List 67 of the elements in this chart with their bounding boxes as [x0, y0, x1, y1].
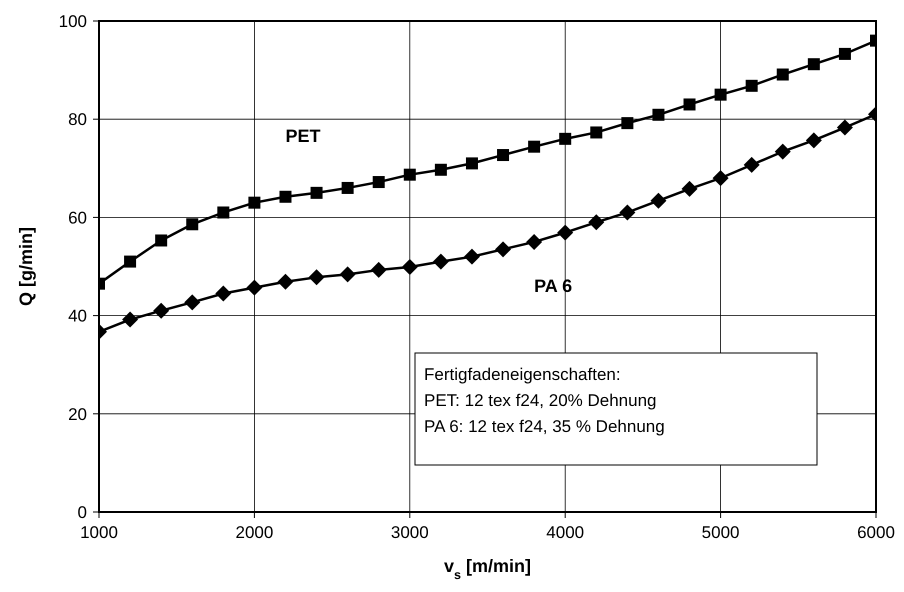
point — [184, 294, 200, 310]
point — [774, 144, 791, 160]
text-box: Fertigfadeneigenschaften: PET: 12 tex f24, 20% Dehnung PA 6: 12 tex f24, 35 % Dehnung — [414, 352, 818, 466]
point — [464, 248, 480, 265]
text: PET — [285, 126, 320, 146]
point — [621, 117, 634, 130]
point — [497, 149, 510, 162]
annotation: Fertigfadeneigenschaften: — [424, 365, 621, 384]
point — [684, 98, 696, 110]
point — [495, 241, 512, 258]
point — [712, 170, 729, 186]
y-tick-label: 40 — [68, 306, 87, 326]
point — [402, 258, 418, 275]
point — [215, 286, 232, 302]
point — [434, 164, 447, 176]
point — [588, 214, 604, 230]
point — [277, 274, 294, 290]
point — [308, 269, 325, 286]
point — [528, 140, 540, 153]
point — [248, 196, 260, 209]
point — [372, 176, 385, 188]
point — [808, 58, 820, 70]
y-tick-label: 100 — [58, 12, 87, 32]
y-tick-label: 80 — [68, 110, 87, 130]
x-tick-label: 5000 — [702, 523, 740, 542]
point — [526, 234, 542, 250]
point — [836, 120, 853, 136]
point — [806, 132, 822, 148]
y-tick-label: 60 — [68, 208, 87, 228]
y-tick-label: 0 — [78, 503, 87, 522]
x-tick-label: 4000 — [546, 523, 584, 542]
point — [432, 254, 449, 270]
point — [466, 157, 478, 170]
point — [153, 302, 170, 319]
point — [619, 204, 636, 220]
x-axis-title: v$_{s}$ [m/min] — [444, 556, 532, 582]
point — [744, 156, 760, 173]
point — [746, 80, 758, 92]
point — [155, 234, 168, 246]
y-tick-label: 20 — [68, 404, 87, 424]
annotation: PET: 12 tex f24, 20% Dehnung — [424, 391, 656, 410]
point — [590, 126, 602, 138]
point — [370, 262, 387, 278]
point — [776, 68, 789, 81]
x-tick-label: 1000 — [80, 523, 118, 542]
point — [557, 224, 574, 241]
point — [838, 48, 851, 60]
point — [186, 218, 198, 230]
point — [124, 256, 136, 268]
point — [714, 88, 727, 101]
annotation: PA 6: 12 tex f24, 35 % Dehnung — [424, 417, 665, 436]
point — [310, 186, 323, 199]
point — [342, 182, 354, 194]
x-tick-label: 2000 — [235, 523, 274, 542]
y-axis-title: Q [g/min] — [16, 227, 36, 306]
x-tick-label: 3000 — [390, 523, 429, 542]
point — [404, 168, 416, 181]
point — [650, 192, 666, 209]
point — [217, 206, 230, 218]
point — [246, 280, 262, 296]
point — [652, 108, 664, 121]
point — [279, 190, 292, 203]
point — [340, 266, 356, 282]
point — [559, 132, 572, 145]
x-tick-label: 6000 — [857, 523, 895, 542]
point — [122, 312, 138, 328]
point — [682, 180, 698, 197]
